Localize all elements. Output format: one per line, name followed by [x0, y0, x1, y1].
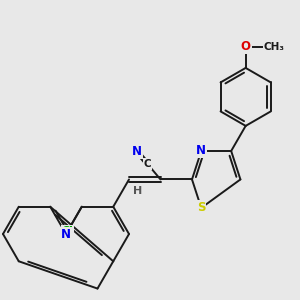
Text: N: N [196, 145, 206, 158]
Text: Cl: Cl [61, 226, 74, 236]
Text: N: N [132, 146, 142, 158]
Text: C: C [144, 159, 151, 169]
Text: H: H [134, 186, 142, 196]
Text: O: O [241, 40, 251, 53]
Text: S: S [197, 201, 206, 214]
Text: N: N [61, 227, 71, 241]
Text: CH₃: CH₃ [264, 42, 285, 52]
